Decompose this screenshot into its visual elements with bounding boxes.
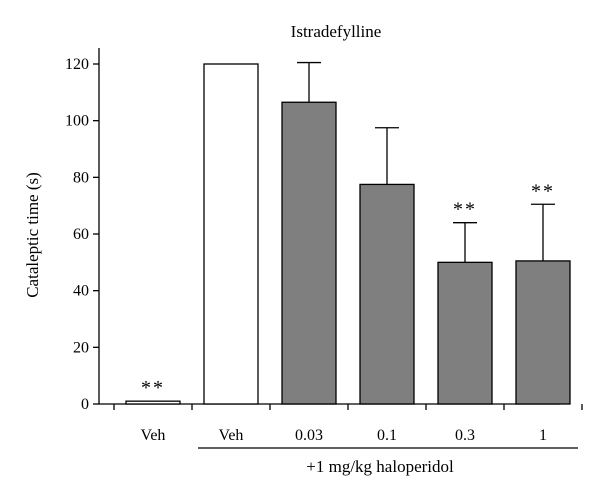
y-tick-label: 60 xyxy=(73,226,89,243)
y-tick-label: 100 xyxy=(65,113,89,130)
y-tick-label: 20 xyxy=(73,339,89,356)
y-tick-label: 120 xyxy=(65,56,89,73)
x-tick-label: 0.1 xyxy=(377,427,397,444)
y-tick-label: 40 xyxy=(73,283,89,300)
bar xyxy=(437,261,493,405)
y-axis-label: Cataleptic time (s) xyxy=(23,172,42,298)
significance-mark: ** xyxy=(141,377,165,399)
y-tick-label: 80 xyxy=(73,169,89,186)
chart-title: Istradefylline xyxy=(291,22,382,41)
plot-area: 0 20 40 60 80 100 120 Veh ** Veh 0.03 0.1 0.3 ** 1 ** xyxy=(65,48,583,449)
y-tick-label: 0 xyxy=(81,396,89,413)
bar xyxy=(281,101,337,405)
x-tick-label: 1 xyxy=(539,427,547,444)
x-tick-label: 0.3 xyxy=(455,427,475,444)
bar xyxy=(359,183,415,405)
bar xyxy=(125,400,181,405)
significance-mark: ** xyxy=(531,180,555,202)
x-tick-label: Veh xyxy=(219,427,244,444)
significance-mark: ** xyxy=(453,199,477,221)
bar xyxy=(515,260,571,405)
x-tick-label: 0.03 xyxy=(295,427,323,444)
x-tick-label: Veh xyxy=(141,427,166,444)
group-label: +1 mg/kg haloperidol xyxy=(306,457,454,476)
bar xyxy=(203,63,259,405)
